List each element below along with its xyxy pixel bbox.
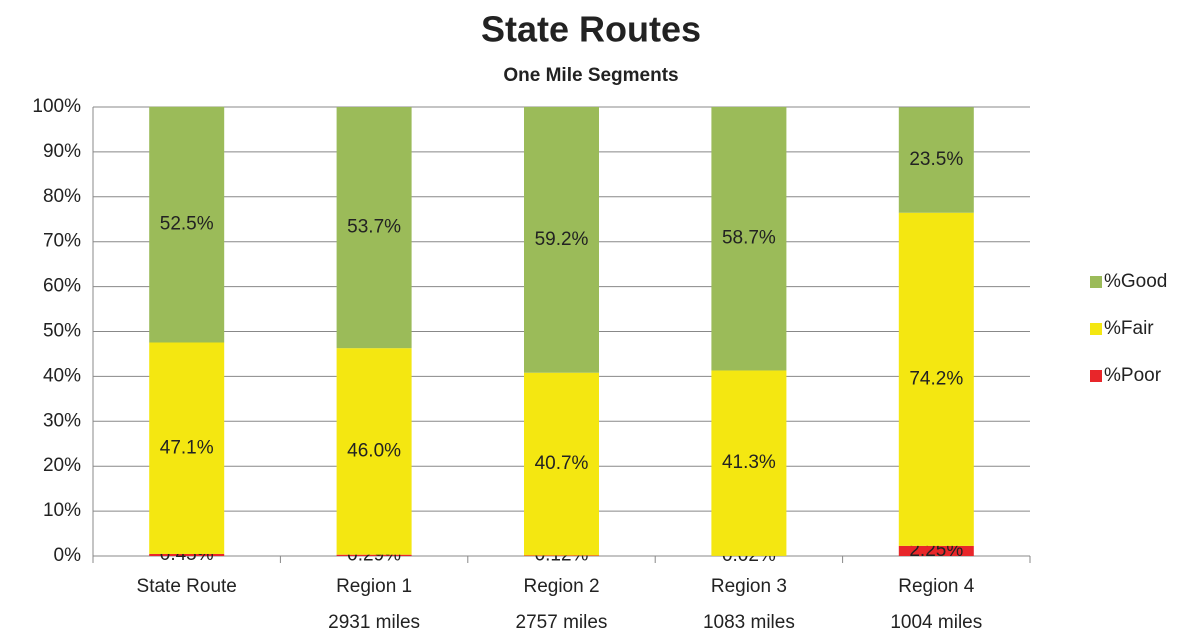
- y-tick-label: 50%: [43, 321, 81, 342]
- x-tick-label: 1083 miles: [703, 612, 795, 633]
- x-tick-label: 2757 miles: [516, 612, 608, 633]
- y-tick-label: 40%: [43, 365, 81, 386]
- data-label: 53.7%: [347, 217, 401, 238]
- x-tick-label: Region 2: [523, 576, 599, 597]
- x-tick-label: Region 1: [336, 576, 412, 597]
- legend-swatch: [1090, 323, 1102, 335]
- x-tick-label: Region 4: [898, 576, 974, 597]
- data-label: 52.5%: [160, 214, 214, 235]
- y-tick-label: 100%: [32, 96, 81, 117]
- data-label: 41.3%: [722, 452, 776, 473]
- y-tick-label: 90%: [43, 141, 81, 162]
- x-tick-label: Region 3: [711, 576, 787, 597]
- legend-swatch: [1090, 276, 1102, 288]
- y-tick-label: 70%: [43, 231, 81, 252]
- data-label: 59.2%: [535, 229, 589, 250]
- y-tick-label: 60%: [43, 276, 81, 297]
- legend-label: %Poor: [1104, 365, 1162, 386]
- legend-swatch: [1090, 370, 1102, 382]
- data-label: 40.7%: [535, 453, 589, 474]
- legend-label: %Fair: [1104, 318, 1154, 339]
- data-label: 47.1%: [160, 437, 214, 458]
- y-tick-label: 0%: [54, 545, 82, 566]
- x-tick-label: 2931 miles: [328, 612, 420, 633]
- y-tick-label: 80%: [43, 186, 81, 207]
- legend-label: %Good: [1104, 271, 1167, 292]
- y-tick-label: 10%: [43, 500, 81, 521]
- chart-title: State Routes: [481, 9, 701, 50]
- data-label: 74.2%: [909, 368, 963, 389]
- data-label: 58.7%: [722, 228, 776, 249]
- x-tick-label: State Route: [137, 576, 237, 597]
- chart-subtitle: One Mile Segments: [503, 65, 678, 86]
- data-label: 46.0%: [347, 440, 401, 461]
- y-tick-label: 20%: [43, 455, 81, 476]
- data-label: 23.5%: [909, 149, 963, 170]
- y-tick-label: 30%: [43, 410, 81, 431]
- x-tick-label: 1004 miles: [890, 612, 982, 633]
